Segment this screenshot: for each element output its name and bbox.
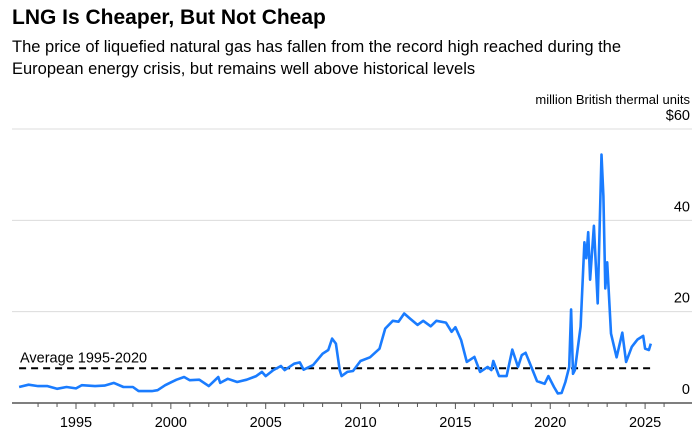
x-tick-label: 2000 [155, 415, 187, 431]
x-tick-label: 2015 [439, 415, 471, 431]
y-tick-label: 40 [674, 199, 690, 215]
x-tick-label: 2020 [534, 415, 566, 431]
average-reference-label: Average 1995-2020 [20, 350, 147, 366]
lng-price-line [18, 153, 653, 395]
x-tick-label: 1995 [60, 415, 92, 431]
x-tick-label: 2025 [629, 415, 661, 431]
y-tick-label: 0 [682, 382, 690, 398]
x-tick-label: 2010 [344, 415, 376, 431]
y-tick-label: 20 [674, 291, 690, 307]
x-tick-label: 2005 [250, 415, 282, 431]
chart-title: LNG Is Cheaper, But Not Cheap [12, 6, 326, 29]
chart-subtitle-line-2: European energy crisis, but remains well… [12, 60, 475, 78]
y-tick-label: $60 [666, 108, 690, 124]
unit-label: million British thermal units [535, 92, 690, 107]
chart-subtitle-line-1: The price of liquefied natural gas has f… [12, 38, 621, 56]
